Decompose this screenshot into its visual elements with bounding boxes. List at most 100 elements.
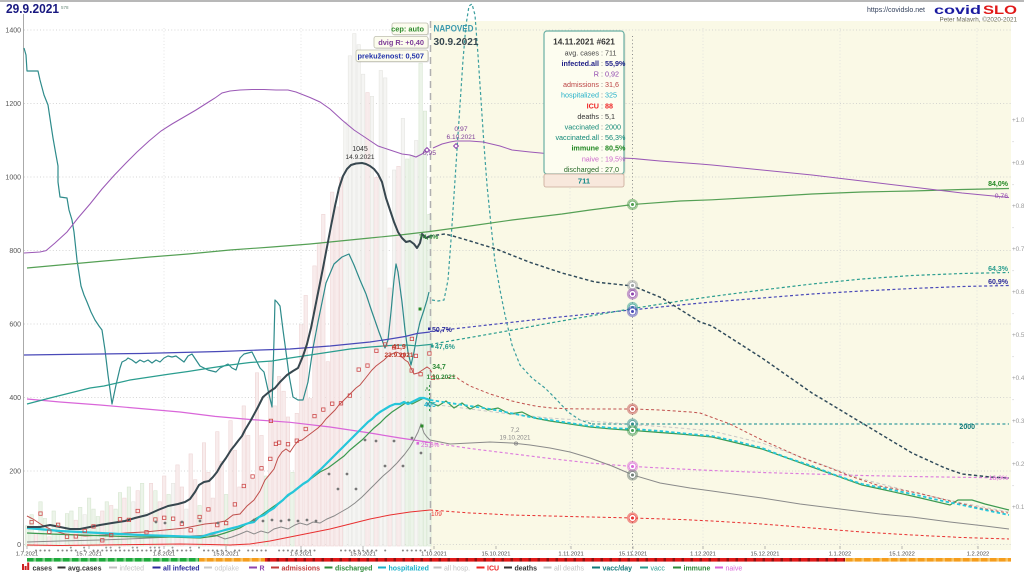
svg-text:cases: cases xyxy=(33,565,53,572)
svg-text::: : xyxy=(601,80,603,89)
svg-text:all hosp.: all hosp. xyxy=(444,565,470,572)
svg-text:15.12.2021: 15.12.2021 xyxy=(750,552,779,558)
svg-text::: : xyxy=(601,48,603,57)
svg-text:1.1.2022: 1.1.2022 xyxy=(829,552,852,558)
svg-text:Λ: Λ xyxy=(425,387,429,393)
svg-text:23.9.2021: 23.9.2021 xyxy=(385,352,414,359)
svg-text:immune: immune xyxy=(684,565,711,572)
svg-text:R: R xyxy=(260,565,265,572)
svg-text:-: - xyxy=(1012,139,1014,146)
svg-text:0,95: 0,95 xyxy=(423,150,436,157)
svg-text:0,92: 0,92 xyxy=(605,70,619,79)
svg-text:admissions: admissions xyxy=(282,565,321,572)
svg-text:1.10.2021: 1.10.2021 xyxy=(421,552,447,558)
svg-text:19.10.2021: 19.10.2021 xyxy=(500,435,532,442)
svg-text:SLO: SLO xyxy=(983,5,1017,17)
svg-text:400: 400 xyxy=(9,395,21,402)
svg-text:27,0: 27,0 xyxy=(605,165,619,174)
svg-text:1.10.2021: 1.10.2021 xyxy=(427,374,456,381)
svg-text:84,0%: 84,0% xyxy=(988,181,1009,188)
svg-text:+0.2: +0.2 xyxy=(1012,461,1024,468)
svg-text:88: 88 xyxy=(605,101,613,110)
svg-text:15.10.2021: 15.10.2021 xyxy=(481,552,510,558)
svg-text::: : xyxy=(601,144,603,153)
svg-text:711: 711 xyxy=(605,48,616,57)
svg-text:16,0%: 16,0% xyxy=(989,475,1008,482)
svg-text:578: 578 xyxy=(61,5,69,10)
svg-text:R: R xyxy=(594,70,599,79)
svg-text:15.7.2021: 15.7.2021 xyxy=(76,552,102,558)
svg-text:+0.5: +0.5 xyxy=(1012,332,1024,339)
svg-text:-: - xyxy=(1012,225,1014,232)
svg-text:cep: auto: cep: auto xyxy=(391,24,424,33)
svg-text:55,9%: 55,9% xyxy=(605,59,626,68)
svg-text:19,5%: 19,5% xyxy=(605,154,626,163)
svg-text:ICU: ICU xyxy=(587,101,599,110)
svg-text::: : xyxy=(601,91,603,100)
svg-text::: : xyxy=(601,133,603,142)
svg-text:hospitalized: hospitalized xyxy=(389,565,429,572)
svg-text:+1.0: +1.0 xyxy=(1012,117,1024,124)
svg-text::: : xyxy=(601,123,603,132)
svg-text:50,7%: 50,7% xyxy=(432,327,453,334)
svg-text:47,6%: 47,6% xyxy=(435,344,456,351)
svg-text:60,9%: 60,9% xyxy=(988,279,1009,286)
svg-text:-: - xyxy=(1012,268,1014,275)
svg-text::: : xyxy=(601,154,603,163)
svg-text:covid: covid xyxy=(934,5,981,17)
svg-text:vaccinated.all: vaccinated.all xyxy=(555,133,599,142)
svg-text:https://covidslo.net: https://covidslo.net xyxy=(867,7,925,14)
svg-text:-: - xyxy=(1012,311,1014,318)
svg-text::: : xyxy=(601,59,603,68)
svg-text:+0.1: +0.1 xyxy=(1012,504,1024,511)
svg-text:34,7: 34,7 xyxy=(432,364,446,371)
svg-text:0,97: 0,97 xyxy=(454,126,467,133)
svg-text:5,1: 5,1 xyxy=(605,112,615,121)
svg-text:405: 405 xyxy=(424,402,436,409)
svg-text:all infected: all infected xyxy=(163,565,200,572)
svg-text:6.10.2021: 6.10.2021 xyxy=(447,134,476,141)
svg-text:NAPOVED: NAPOVED xyxy=(434,24,474,34)
svg-text:+0.7: +0.7 xyxy=(1012,246,1024,253)
svg-text:-: - xyxy=(1012,397,1014,404)
svg-text:31,6: 31,6 xyxy=(605,80,619,89)
svg-text:1.8.2021: 1.8.2021 xyxy=(153,552,176,558)
svg-text:25,6%: 25,6% xyxy=(421,442,440,449)
svg-text:1.11.2021: 1.11.2021 xyxy=(558,552,583,558)
svg-text:56,3%: 56,3% xyxy=(605,133,626,142)
svg-text:-: - xyxy=(1012,182,1014,189)
svg-text:0: 0 xyxy=(17,542,21,549)
svg-text:dvig R: +0,40: dvig R: +0,40 xyxy=(378,38,424,47)
svg-text::: : xyxy=(601,70,603,79)
svg-text:14.9.2021: 14.9.2021 xyxy=(346,154,375,161)
svg-text:7,2: 7,2 xyxy=(510,427,519,434)
svg-text:+0.9: +0.9 xyxy=(1012,160,1024,167)
svg-text:74,4%: 74,4% xyxy=(419,234,438,241)
svg-text::: : xyxy=(601,165,603,174)
svg-text:1.12.2021: 1.12.2021 xyxy=(690,552,716,558)
svg-text:vacc/day: vacc/day xyxy=(603,565,633,572)
svg-text::: : xyxy=(601,112,603,121)
svg-text:325: 325 xyxy=(605,91,617,100)
svg-text:vaccinated: vaccinated xyxy=(565,123,599,132)
svg-text:15.1.2022: 15.1.2022 xyxy=(889,552,915,558)
svg-text:-: - xyxy=(1012,440,1014,447)
svg-text:-: - xyxy=(1012,354,1014,361)
svg-text:discharged: discharged xyxy=(335,565,372,572)
svg-text:14.11.2021 #621: 14.11.2021 #621 xyxy=(553,37,615,47)
svg-text:immune: immune xyxy=(571,144,599,153)
svg-text:1400: 1400 xyxy=(5,27,21,34)
svg-text:1045: 1045 xyxy=(352,146,368,153)
svg-text:hospitalized: hospitalized xyxy=(561,91,599,100)
svg-text:15.8.2021: 15.8.2021 xyxy=(213,552,239,558)
svg-text:admissions: admissions xyxy=(563,80,599,89)
svg-text:ICU: ICU xyxy=(487,565,499,572)
svg-text:vacc: vacc xyxy=(651,565,666,572)
svg-text:naive: naive xyxy=(582,154,599,163)
svg-text:discharged: discharged xyxy=(564,165,599,174)
svg-text:deaths: deaths xyxy=(515,565,538,572)
svg-text:15.11.2021: 15.11.2021 xyxy=(619,552,648,558)
svg-text:30.9.2021: 30.9.2021 xyxy=(434,37,479,48)
svg-text:1.7.2021: 1.7.2021 xyxy=(16,552,39,558)
svg-text:200: 200 xyxy=(9,468,21,475)
